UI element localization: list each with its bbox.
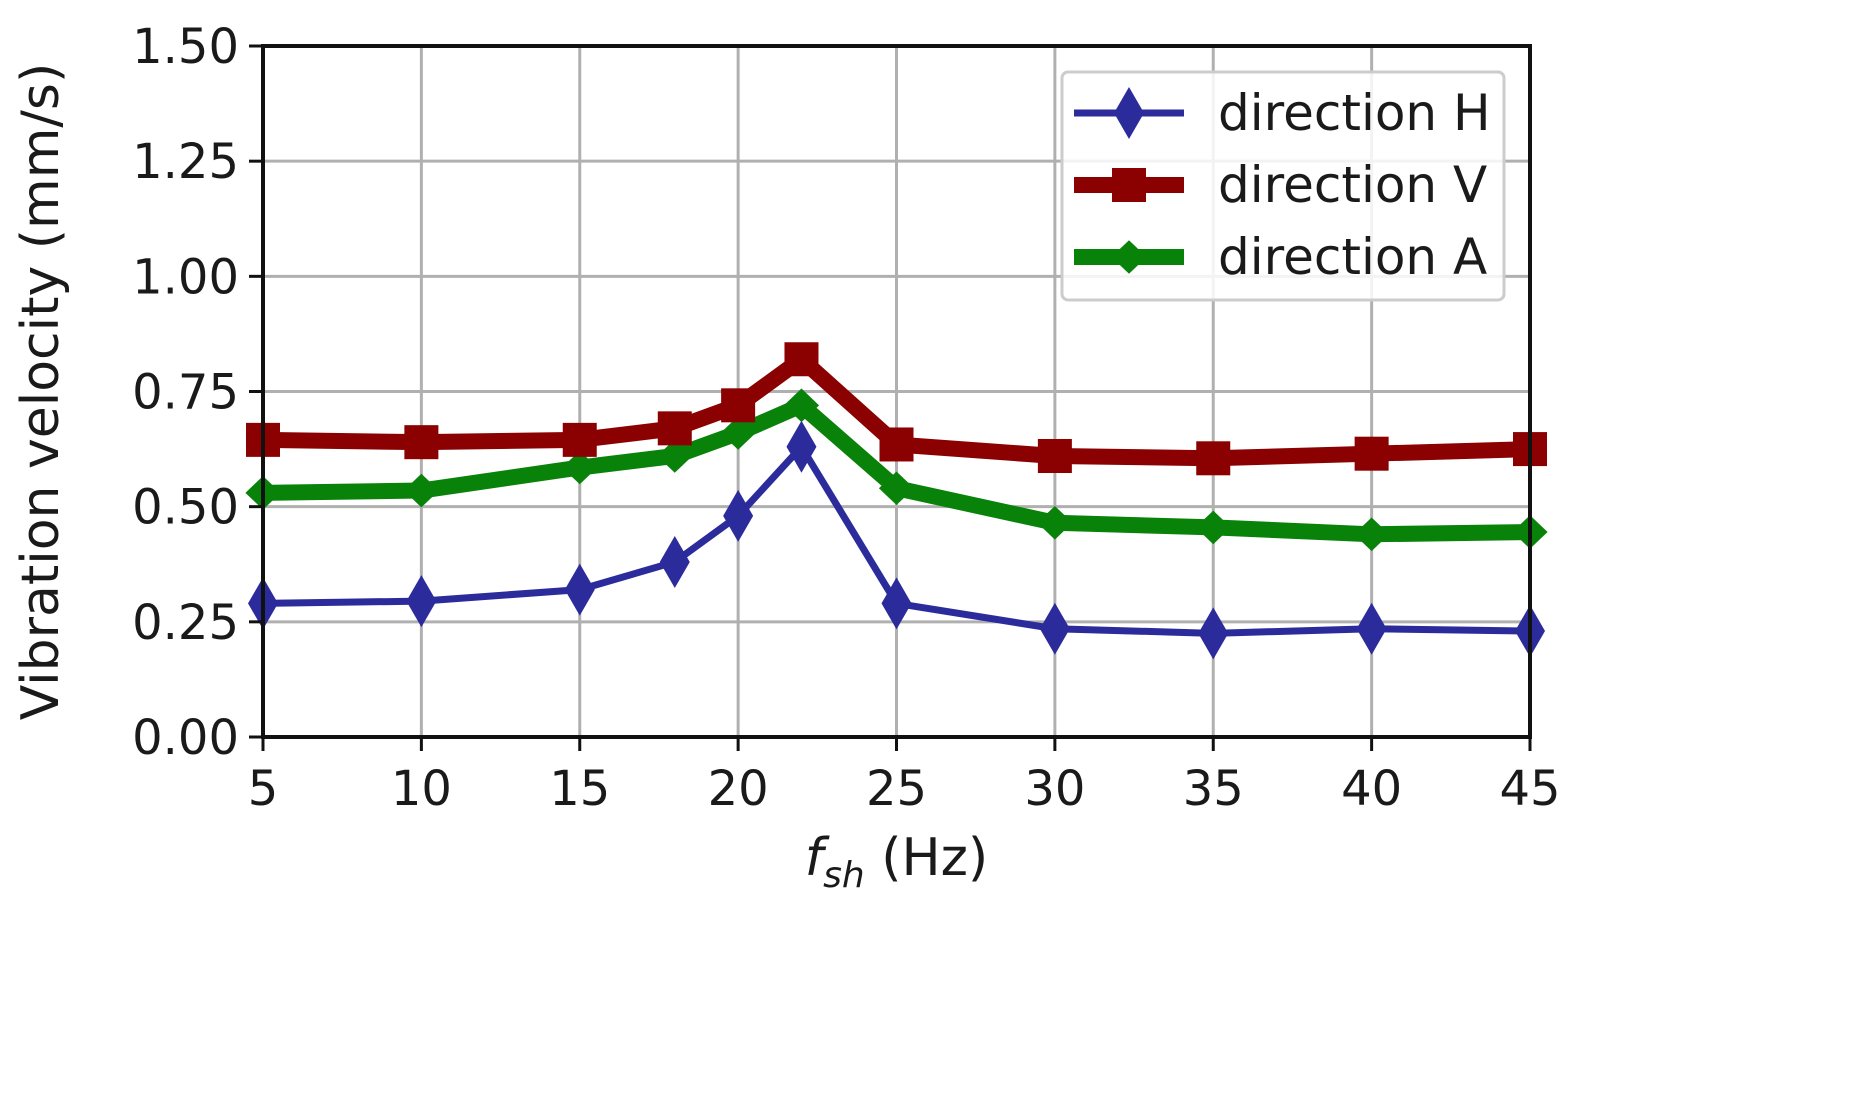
data-point xyxy=(1039,602,1070,655)
legend-entry: direction V xyxy=(1074,156,1487,214)
data-point xyxy=(784,342,819,377)
data-point xyxy=(659,535,690,588)
legend-label: direction A xyxy=(1218,228,1487,286)
x-axis-label-subscript: sh xyxy=(823,855,865,896)
series-direction-a xyxy=(245,388,1548,552)
axis-ticks: 5 10 15 20 25 30 35 40 45 0.00 0.25 0.50 0.75 1.00 1.2… xyxy=(132,19,1560,817)
data-point xyxy=(1198,607,1229,660)
x-axis-label-unit: (Hz) xyxy=(865,828,989,888)
data-point xyxy=(1195,510,1231,545)
data-point xyxy=(657,411,692,446)
data-point xyxy=(720,416,756,450)
data-point xyxy=(786,420,817,473)
legend-label: direction V xyxy=(1218,156,1487,214)
x-tick-label: 40 xyxy=(1341,761,1402,817)
data-point xyxy=(783,388,820,423)
legend-marker xyxy=(1114,87,1144,139)
legend-entry: direction H xyxy=(1074,84,1491,142)
x-tick-label: 10 xyxy=(391,761,452,817)
series-layer xyxy=(245,342,1548,660)
y-tick-label: 0.75 xyxy=(132,365,239,421)
y-tick-label: 1.25 xyxy=(132,134,239,190)
data-point xyxy=(1196,441,1231,476)
legend-box xyxy=(1060,70,1506,302)
x-tick-label: 20 xyxy=(708,761,769,817)
y-tick-label: 1.00 xyxy=(132,249,239,305)
y-tick-label: 0.25 xyxy=(132,595,239,651)
y-tick-label: 1.50 xyxy=(132,19,239,75)
legend-items: direction H direction V direction A xyxy=(1074,84,1491,286)
legend-entry: direction A xyxy=(1074,228,1487,286)
y-axis-label: Vibration velocity (mm/s) xyxy=(11,63,71,721)
data-point xyxy=(721,388,756,423)
data-point xyxy=(1354,436,1389,471)
x-tick-label: 25 xyxy=(866,761,927,817)
x-tick-label: 45 xyxy=(1499,761,1560,817)
data-point xyxy=(1354,517,1390,552)
data-point xyxy=(403,473,439,508)
legend-label: direction H xyxy=(1218,84,1491,142)
series-direction-v xyxy=(246,342,1547,476)
data-point xyxy=(406,575,437,628)
y-tick-label: 0.50 xyxy=(132,480,239,536)
data-point xyxy=(1037,438,1072,473)
data-point xyxy=(562,450,598,485)
x-tick-label: 35 xyxy=(1183,761,1244,817)
data-point xyxy=(1356,602,1387,655)
legend: direction H direction V direction A xyxy=(1060,70,1506,302)
x-tick-label: 5 xyxy=(248,761,279,817)
legend-marker xyxy=(1112,168,1146,202)
data-point xyxy=(404,425,439,460)
series-direction-h xyxy=(248,420,1545,660)
data-point xyxy=(878,471,915,506)
data-point xyxy=(879,427,914,462)
data-point xyxy=(881,577,912,630)
x-tick-label: 15 xyxy=(549,761,610,817)
data-point xyxy=(564,563,595,616)
data-point xyxy=(657,439,693,473)
data-point xyxy=(723,489,754,542)
y-tick-label: 0.00 xyxy=(132,710,239,766)
legend-marker xyxy=(1111,240,1147,274)
x-tick-label: 30 xyxy=(1024,761,1085,817)
data-point xyxy=(562,422,597,457)
data-point xyxy=(1037,505,1073,540)
x-axis-label: fsh (Hz) xyxy=(805,828,988,896)
